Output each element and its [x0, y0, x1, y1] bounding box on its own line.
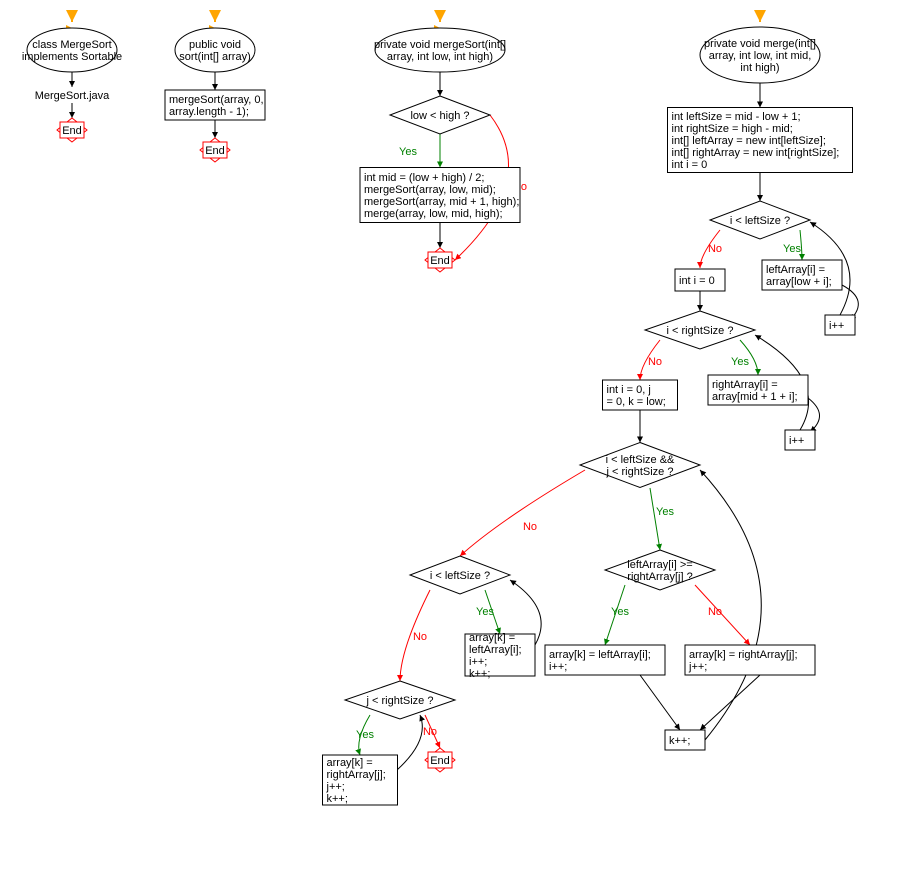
node-text: private void merge(int[] [704, 38, 816, 50]
flow-edge [397, 715, 422, 770]
node-text: End [430, 255, 450, 267]
node-text: mergeSort(array, 0, [169, 94, 264, 106]
node-text: merge(array, low, mid, high); [364, 208, 503, 220]
node-text: leftArray[i] >= [627, 559, 692, 571]
flow-edge [650, 488, 660, 550]
node-text: int[] rightArray = new int[rightSize]; [672, 147, 840, 159]
node-text: public void [189, 39, 241, 51]
node-text: leftArray[i]; [469, 644, 522, 656]
node-text: k++; [469, 668, 490, 680]
node-text: int leftSize = mid - low + 1; [672, 111, 801, 123]
node-text: array[k] = [469, 632, 515, 644]
node-text: int i = 0 [679, 275, 715, 287]
node-text: End [62, 125, 82, 137]
node-text: implements Sortable [22, 51, 122, 63]
edge-label: Yes [783, 243, 801, 255]
edge-label: Yes [611, 606, 629, 618]
node-text: int rightSize = high - mid; [672, 123, 793, 135]
node-text: j < rightSize ? [606, 466, 674, 478]
node-text: = 0, k = low; [607, 396, 666, 408]
node-text: array[k] = leftArray[i]; [549, 649, 651, 661]
node-text: sort(int[] array) [179, 51, 251, 63]
node-text: array[k] = rightArray[j]; [689, 649, 798, 661]
node-text: array.length - 1); [169, 106, 249, 118]
edge-label: Yes [356, 729, 374, 741]
edge-label: No [413, 631, 427, 643]
flow-edge [695, 585, 750, 645]
edge-label: No [708, 243, 722, 255]
edge-label: No [523, 521, 537, 533]
node-text: private void mergeSort(int[] [374, 39, 506, 51]
node-text: array, int low, int mid, [709, 50, 812, 62]
edge-label: No [423, 726, 437, 738]
flow-edge [700, 470, 761, 740]
node-text: i++ [789, 435, 804, 447]
flow-edge [640, 675, 680, 730]
flow-edge [700, 675, 760, 730]
node-text: MergeSort.java [35, 90, 110, 102]
edge-label: Yes [656, 506, 674, 518]
node-text: int high) [740, 62, 779, 74]
node-text: i++ [829, 320, 844, 332]
node-text: i++; [549, 661, 567, 673]
edge-label: Yes [731, 356, 749, 368]
node-text: array, int low, int high) [387, 51, 493, 63]
node-text: mergeSort(array, mid + 1, high); [364, 196, 519, 208]
node-text: int i = 0, j [607, 384, 651, 396]
node-text: j++; [688, 661, 707, 673]
node-text: int[] leftArray = new int[leftSize]; [672, 135, 826, 147]
node-text: k++; [669, 735, 690, 747]
node-text: k++; [327, 793, 348, 805]
node-text: rightArray[j] ? [627, 571, 692, 583]
node-text: j++; [326, 781, 345, 793]
node-text: i < rightSize ? [667, 325, 734, 337]
edge-label: Yes [399, 146, 417, 158]
edge-label: Yes [476, 606, 494, 618]
node-text: i++; [469, 656, 487, 668]
node-text: i < leftSize && [606, 454, 675, 466]
node-text: class MergeSort [32, 39, 111, 51]
node-text: rightArray[i] = [712, 379, 778, 391]
node-text: low < high ? [410, 110, 469, 122]
node-text: i < leftSize ? [730, 215, 790, 227]
node-text: mergeSort(array, low, mid); [364, 184, 496, 196]
flow-edge [808, 398, 820, 432]
node-text: rightArray[j]; [327, 769, 386, 781]
node-text: array[mid + 1 + i]; [712, 391, 798, 403]
node-text: End [430, 755, 450, 767]
node-text: array[low + i]; [766, 276, 832, 288]
node-text: array[k] = [327, 757, 373, 769]
node-text: leftArray[i] = [766, 264, 825, 276]
edge-label: No [648, 356, 662, 368]
node-text: End [205, 145, 225, 157]
flowchart-diagram: YesNoNoYesNoYesNoYesYesNoYesNoYesNoclass… [0, 0, 898, 884]
node-text: i < leftSize ? [430, 570, 490, 582]
edge-label: No [708, 606, 722, 618]
node-text: int mid = (low + high) / 2; [364, 172, 484, 184]
flow-edge [460, 470, 585, 556]
node-text: int i = 0 [672, 159, 708, 171]
node-text: j < rightSize ? [366, 695, 434, 707]
